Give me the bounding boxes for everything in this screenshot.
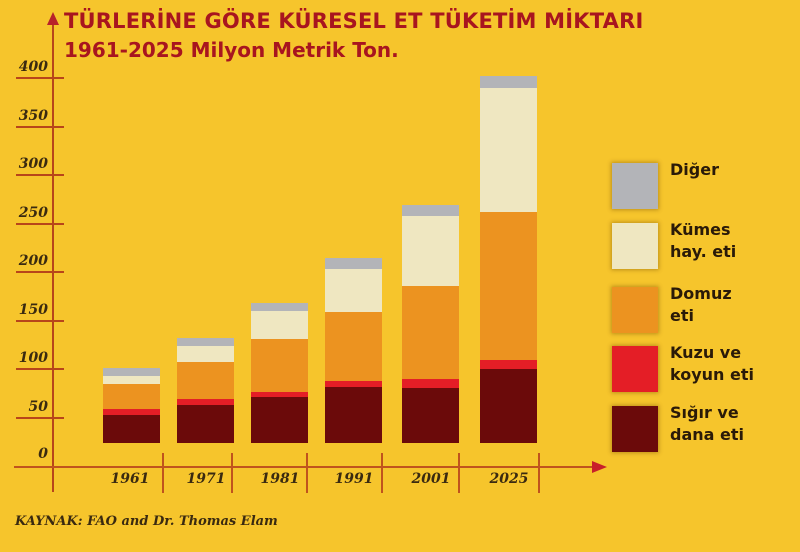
legend-label: Kümes hay. eti: [670, 220, 737, 261]
x-divider: [162, 453, 164, 493]
y-tick-label: 50: [28, 398, 48, 415]
bar-segment: [325, 269, 382, 312]
bar-segment: [325, 258, 382, 270]
bar-segment: [480, 360, 537, 369]
legend-swatch: [612, 287, 658, 333]
y-tick-label: 250: [18, 204, 48, 221]
y-axis-line: [52, 22, 54, 492]
legend-swatch: [612, 163, 658, 209]
x-tick-label: 2025: [489, 471, 529, 487]
y-tick-label: 150: [18, 301, 48, 318]
y-tick-line: [16, 271, 64, 273]
x-divider: [381, 453, 383, 493]
x-divider: [306, 453, 308, 493]
bar-segment: [251, 392, 308, 398]
legend-swatch: [612, 346, 658, 392]
bar-segment: [103, 383, 160, 409]
x-axis-arrow-icon: [592, 461, 607, 473]
y-tick-label: 300: [18, 156, 48, 172]
bar-segment: [480, 369, 537, 443]
y-tick-label: 100: [18, 350, 48, 366]
legend-label: Diğer: [670, 160, 719, 179]
x-divider: [458, 453, 460, 493]
bar-segment: [325, 311, 382, 381]
x-axis-line: [14, 466, 594, 468]
y-tick-line: [16, 174, 64, 176]
bar-segment: [480, 87, 537, 212]
legend-label: Kuzu ve koyun eti: [670, 343, 754, 384]
x-tick-label: 1991: [334, 471, 374, 487]
chart-subtitle: 1961-2025 Milyon Metrik Ton.: [64, 38, 399, 62]
x-divider: [231, 453, 233, 493]
legend-label: Sığır ve dana eti: [670, 403, 744, 444]
y-tick-line: [16, 125, 64, 128]
y-tick-line: [16, 77, 64, 79]
bar-segment: [177, 404, 234, 443]
bar-segment: [251, 310, 308, 339]
bar-segment: [251, 397, 308, 443]
y-tick-label: 0: [38, 446, 48, 462]
x-tick-label: 1961: [110, 471, 150, 487]
legend-label: Domuz eti: [670, 284, 732, 325]
y-tick-line: [16, 222, 64, 225]
y-tick-line: [16, 416, 64, 419]
x-tick-label: 2001: [411, 471, 451, 487]
bar-segment: [103, 368, 160, 376]
chart-title: TÜRLERİNE GÖRE KÜRESEL ET TÜKETİM MİKTAR…: [64, 9, 644, 33]
bar-segment: [325, 380, 382, 388]
bar-segment: [402, 205, 459, 216]
y-tick-line: [16, 319, 64, 322]
y-tick-label: 200: [18, 253, 48, 269]
bar-segment: [402, 388, 459, 443]
y-tick-label: 350: [18, 107, 48, 124]
bar-segment: [103, 414, 160, 443]
bar-segment: [177, 399, 234, 405]
bar-segment: [480, 211, 537, 361]
x-tick-label: 1981: [260, 471, 300, 487]
legend-swatch: [612, 223, 658, 269]
bar-segment: [177, 362, 234, 400]
bar-segment: [402, 285, 459, 379]
y-tick-label: 400: [18, 59, 48, 75]
bar-segment: [251, 338, 308, 393]
source-note: KAYNAK: FAO and Dr. Thomas Elam: [15, 514, 278, 529]
bar-segment: [177, 337, 234, 346]
bar-segment: [480, 76, 537, 88]
bar-segment: [402, 378, 459, 389]
x-tick-label: 1971: [186, 471, 226, 487]
bar-segment: [402, 215, 459, 286]
bar-segment: [325, 387, 382, 443]
x-divider: [538, 453, 540, 493]
bar-segment: [177, 345, 234, 363]
bar-segment: [103, 408, 160, 415]
y-axis-arrow-icon: [47, 12, 59, 25]
y-tick-line: [16, 368, 64, 370]
legend-swatch: [612, 406, 658, 452]
bar-segment: [103, 375, 160, 384]
bar-segment: [251, 303, 308, 311]
